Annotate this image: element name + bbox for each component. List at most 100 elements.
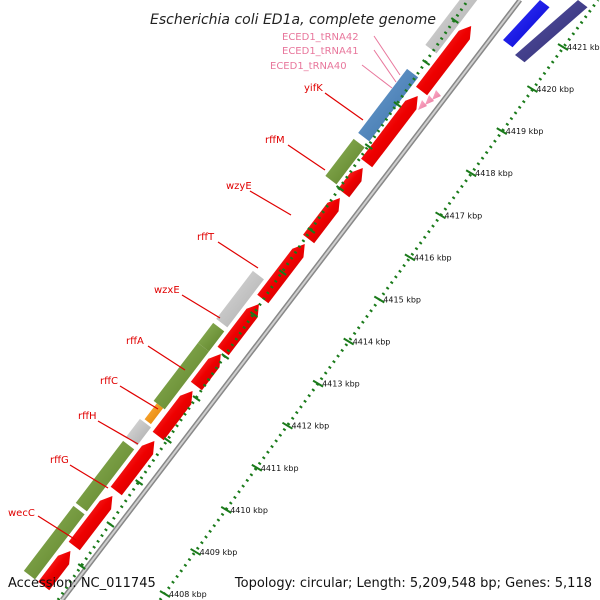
- leader-line-yifk: [324, 92, 364, 121]
- gene-label-rffm: rffM: [265, 135, 285, 146]
- trna-arrow-1: [418, 100, 427, 110]
- reverse-cds-rffC: [153, 342, 210, 410]
- gene-label-wzye: wzyE: [226, 181, 252, 192]
- leader-line-wzxe: [181, 294, 221, 319]
- trna-leader-eced1-trna42: [373, 35, 401, 76]
- ruler-label-4417: 4417 kbp: [445, 211, 483, 220]
- outer-tick: [422, 59, 431, 66]
- leader-line-wzye: [249, 190, 292, 216]
- ruler-tick-4416: [404, 253, 416, 262]
- trna-arrows-layer: [418, 90, 441, 110]
- position-ruler: 4408 kbp 4409 kbp 4410 kbp 4411 kbp 4412 kbp…: [158, 0, 600, 600]
- trna-arrow-3: [432, 90, 441, 100]
- ruler-label-4408: 4408 kbp: [169, 590, 207, 599]
- forward-cds-9: [338, 168, 363, 198]
- ruler-label-4410: 4410 kbp: [230, 506, 268, 515]
- ruler-label-4412: 4412 kbp: [291, 422, 329, 431]
- trna-leader-eced1-trna41: [373, 49, 397, 83]
- blue-cds-right: [503, 0, 550, 48]
- ruler-tick-4408: [159, 590, 171, 598]
- ruler-label-4409: 4409 kbp: [200, 548, 238, 557]
- ruler-tick-4417: [435, 211, 447, 220]
- outer-tick: [192, 395, 201, 402]
- ruler-tick-4411: [251, 463, 263, 472]
- ruler-label-4418: 4418 kbp: [475, 169, 513, 178]
- gene-label-wzxe: wzxE: [154, 285, 180, 296]
- leader-line-rffm: [287, 144, 326, 171]
- outer-dotted-track: [56, 0, 470, 600]
- outer-tick: [221, 353, 230, 360]
- ruler-tick-4413: [312, 379, 324, 388]
- outer-tick: [163, 437, 172, 444]
- leader-line-rfft: [217, 241, 259, 269]
- leader-line-rffg: [69, 464, 109, 489]
- ruler-label-4411: 4411 kbp: [261, 464, 299, 473]
- gene-label-rffg: rffG: [50, 455, 69, 466]
- outer-tick: [249, 311, 259, 318]
- ruler-tick-4415: [373, 295, 385, 304]
- forward-cds-6: [217, 304, 259, 356]
- map-title: Escherichia coli ED1a, complete genome: [150, 12, 436, 28]
- outer-tick: [450, 17, 459, 24]
- genome-summary-text: Topology: circular; Length: 5,209,548 bp…: [234, 576, 592, 591]
- outer-tick: [307, 227, 316, 234]
- trna-label-eced1-trna42: ECED1_tRNA42: [282, 32, 359, 43]
- leader-line-wecc: [37, 515, 77, 541]
- outer-tick: [364, 143, 373, 150]
- ruler-tick-4414: [343, 337, 355, 346]
- features-layer: [23, 0, 588, 591]
- ruler-tick-4419: [496, 127, 508, 136]
- ruler-tick-4420: [526, 85, 538, 93]
- reverse-cds-rffG: [75, 440, 135, 512]
- forward-cds-1: [38, 551, 71, 591]
- trna-arrow-2: [425, 95, 434, 105]
- gene-label-rffc: rffC: [100, 376, 118, 387]
- ruler-label-4414: 4414 kbp: [353, 338, 391, 347]
- gene-label-yifk: yifK: [304, 83, 323, 94]
- ruler-tick-4421: [557, 43, 569, 51]
- reverse-cds-rffM: [325, 138, 365, 185]
- ruler-label-4421: 4421 kbp: [567, 43, 600, 52]
- outer-tick: [106, 521, 115, 528]
- ruler-label-4413: 4413 kbp: [322, 380, 360, 389]
- reverse-cds-rffH: [126, 418, 152, 446]
- reverse-cds-rffA: [197, 322, 225, 352]
- genome-backbone-highlight: [61, 0, 521, 600]
- trna-label-eced1-trna40: ECED1_tRNA40: [270, 61, 347, 72]
- outer-tick: [335, 185, 345, 192]
- navy-cds-right: [515, 0, 588, 63]
- outer-tick: [393, 101, 402, 108]
- forward-cds-2: [68, 496, 113, 551]
- forward-cds-8: [303, 198, 340, 244]
- gene-label-rfft: rffT: [197, 232, 215, 243]
- gene-label-rffh: rffH: [78, 411, 97, 422]
- ruler-tick-4412: [281, 421, 293, 430]
- ruler-tick-4410: [220, 505, 232, 514]
- gene-label-wecc: wecC: [8, 508, 35, 519]
- grey-cds-top: [425, 0, 478, 54]
- ruler-tick-4409: [190, 548, 202, 556]
- trna-leader-eced1-trna40: [361, 64, 393, 89]
- leader-line-rffc: [119, 385, 159, 410]
- forward-cds-11: [416, 26, 472, 96]
- ruler-tick-4418: [465, 169, 477, 178]
- accession-text: Accession: NC_011745: [8, 576, 156, 591]
- forward-cds-10: [361, 96, 418, 168]
- leader-line-rffh: [97, 420, 139, 445]
- gene-labels-layer: wecC rffG rffH rffC rffA wzxE rffT wzyE rffM yifK…: [8, 32, 401, 541]
- gene-label-rffa: rffA: [126, 336, 144, 347]
- ruler-label-4416: 4416 kbp: [414, 253, 452, 262]
- outer-tick: [135, 479, 144, 486]
- outer-tick: [77, 563, 86, 570]
- forward-cds-5: [190, 354, 221, 391]
- reverse-cds-wecC: [23, 505, 85, 580]
- forward-cds-4: [152, 391, 193, 441]
- ruler-label-4415: 4415 kbp: [383, 295, 421, 304]
- ruler-label-4420: 4420 kbp: [536, 85, 574, 94]
- trna-label-eced1-trna41: ECED1_tRNA41: [282, 46, 359, 57]
- blue-cds-yifK: [358, 68, 419, 142]
- grey-cds-wzxE: [216, 270, 264, 328]
- outer-tick: [278, 269, 287, 276]
